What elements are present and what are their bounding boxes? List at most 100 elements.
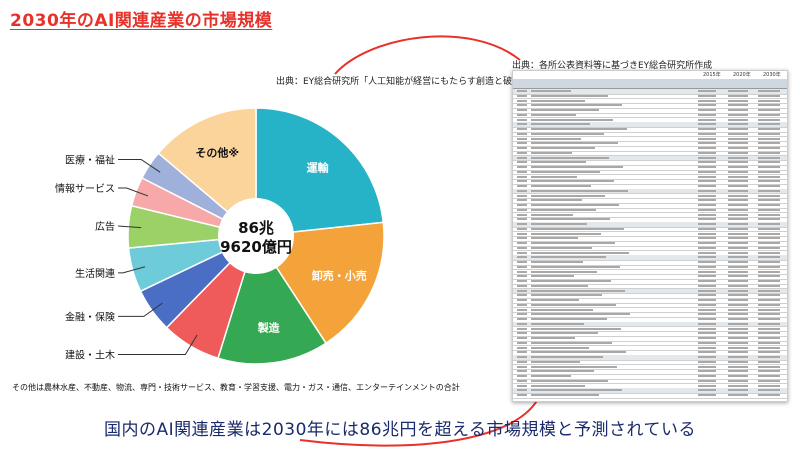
table-cell-stub xyxy=(758,109,780,111)
slice-label-7: 情報サービス xyxy=(55,182,115,195)
leader-line-8 xyxy=(118,159,161,173)
table-cell-stub xyxy=(728,218,748,221)
table-cell-stub xyxy=(531,375,571,377)
table-cell-stub xyxy=(517,394,527,396)
table-cell-stub xyxy=(517,375,527,377)
table-cell-stub xyxy=(531,147,595,149)
source-left: 出典：EY総合研究所「人工知能が経営にもたらす創造と破壊」 xyxy=(276,77,531,87)
table-row xyxy=(513,227,787,233)
table-cell-stub xyxy=(758,256,780,259)
table-cell-stub xyxy=(728,313,748,316)
table-row xyxy=(513,232,787,238)
table-row xyxy=(513,393,787,399)
table-cell-stub xyxy=(531,246,592,249)
table-cell-stub xyxy=(728,351,748,354)
table-cell-stub xyxy=(728,379,748,382)
table-cell-stub xyxy=(517,360,527,363)
table-cell-stub xyxy=(698,394,716,396)
leader-line-4 xyxy=(118,302,163,317)
table-cell-stub xyxy=(758,341,780,344)
table-cell-stub xyxy=(517,161,527,164)
table-cell-stub xyxy=(758,156,780,159)
table-cell-stub xyxy=(517,246,527,249)
table-cell-stub xyxy=(517,341,527,344)
table-cell-stub xyxy=(531,170,600,173)
table-row xyxy=(513,346,787,352)
table-cell-stub xyxy=(758,313,780,316)
table-cell-stub xyxy=(517,137,527,140)
table-cell-stub xyxy=(531,337,575,339)
table-cell-stub xyxy=(698,170,716,173)
table-cell-stub xyxy=(517,132,527,135)
table-cell-stub xyxy=(517,185,527,187)
table-cell-stub xyxy=(517,170,527,173)
table-cell-stub xyxy=(531,199,582,202)
table-row xyxy=(513,94,787,100)
table-cell-stub xyxy=(531,261,583,263)
table-year-2030: 2030年 xyxy=(763,72,781,78)
table-row xyxy=(513,265,787,271)
table-row xyxy=(513,236,787,242)
pie-slice-0 xyxy=(255,107,385,237)
table-cell-stub xyxy=(728,308,748,311)
table-cell-stub xyxy=(758,175,780,178)
table-cell-stub xyxy=(698,251,716,254)
table-cell-stub xyxy=(698,213,716,216)
table-year-2015: 2015年 xyxy=(703,72,721,78)
table-cell-stub xyxy=(531,265,620,268)
table-cell-stub xyxy=(758,365,780,368)
table-cell-stub xyxy=(698,356,716,358)
table-cell-stub xyxy=(758,294,780,297)
leader-line-6 xyxy=(118,225,142,229)
table-cell-stub xyxy=(758,132,780,135)
table-cell-stub xyxy=(531,237,578,240)
table-cell-stub xyxy=(698,308,716,311)
table-row xyxy=(513,241,787,247)
table-cell-stub xyxy=(758,90,780,92)
table-cell-stub xyxy=(531,109,599,111)
table-cell-stub xyxy=(517,94,527,97)
table-cell-stub xyxy=(758,308,780,311)
table-cell-stub xyxy=(531,208,596,211)
slice-label-2: 製造 xyxy=(257,320,281,334)
table-cell-stub xyxy=(531,194,605,197)
table-cell-stub xyxy=(531,128,627,130)
leader-line-7 xyxy=(118,187,149,197)
table-row xyxy=(513,222,787,228)
table-cell-stub xyxy=(517,251,527,254)
table-cell-stub xyxy=(758,356,780,358)
table-cell-stub xyxy=(728,232,748,235)
table-row xyxy=(513,369,787,375)
table-cell-stub xyxy=(698,132,716,135)
table-cell-stub xyxy=(698,185,716,187)
table-cell-stub xyxy=(728,294,748,297)
table-cell-stub xyxy=(758,360,780,363)
table-cell-stub xyxy=(728,104,748,107)
slice-label-5: 生活関連 xyxy=(75,267,115,280)
footnote: その他は農林水産、不動産、物流、専門・技術サービス、教育・学習支援、電力・ガス・… xyxy=(12,383,460,392)
table-cell-stub xyxy=(728,327,748,330)
table-cell-stub xyxy=(728,284,748,287)
table-cell-stub xyxy=(758,332,780,335)
table-cell-stub xyxy=(758,180,780,183)
table-cell-stub xyxy=(517,365,527,368)
table-cell-stub xyxy=(531,218,610,221)
connector-arc-1 xyxy=(299,394,541,447)
table-cell-stub xyxy=(728,394,748,396)
table-cell-stub xyxy=(531,232,601,235)
slice-label-8: 医療・福祉 xyxy=(65,154,115,167)
table-cell-stub xyxy=(728,375,748,377)
table-cell-stub xyxy=(517,142,527,145)
table-cell-stub xyxy=(728,346,748,349)
table-cell-stub xyxy=(517,227,527,230)
table-header xyxy=(513,79,787,89)
table-row xyxy=(513,365,787,371)
table-cell-stub xyxy=(517,104,527,107)
table-row xyxy=(513,260,787,266)
table-cell-stub xyxy=(698,175,716,178)
table-cell-stub xyxy=(698,379,716,382)
table-cell-stub xyxy=(758,242,780,244)
table-cell-stub xyxy=(531,294,602,297)
table-cell-stub xyxy=(517,261,527,263)
